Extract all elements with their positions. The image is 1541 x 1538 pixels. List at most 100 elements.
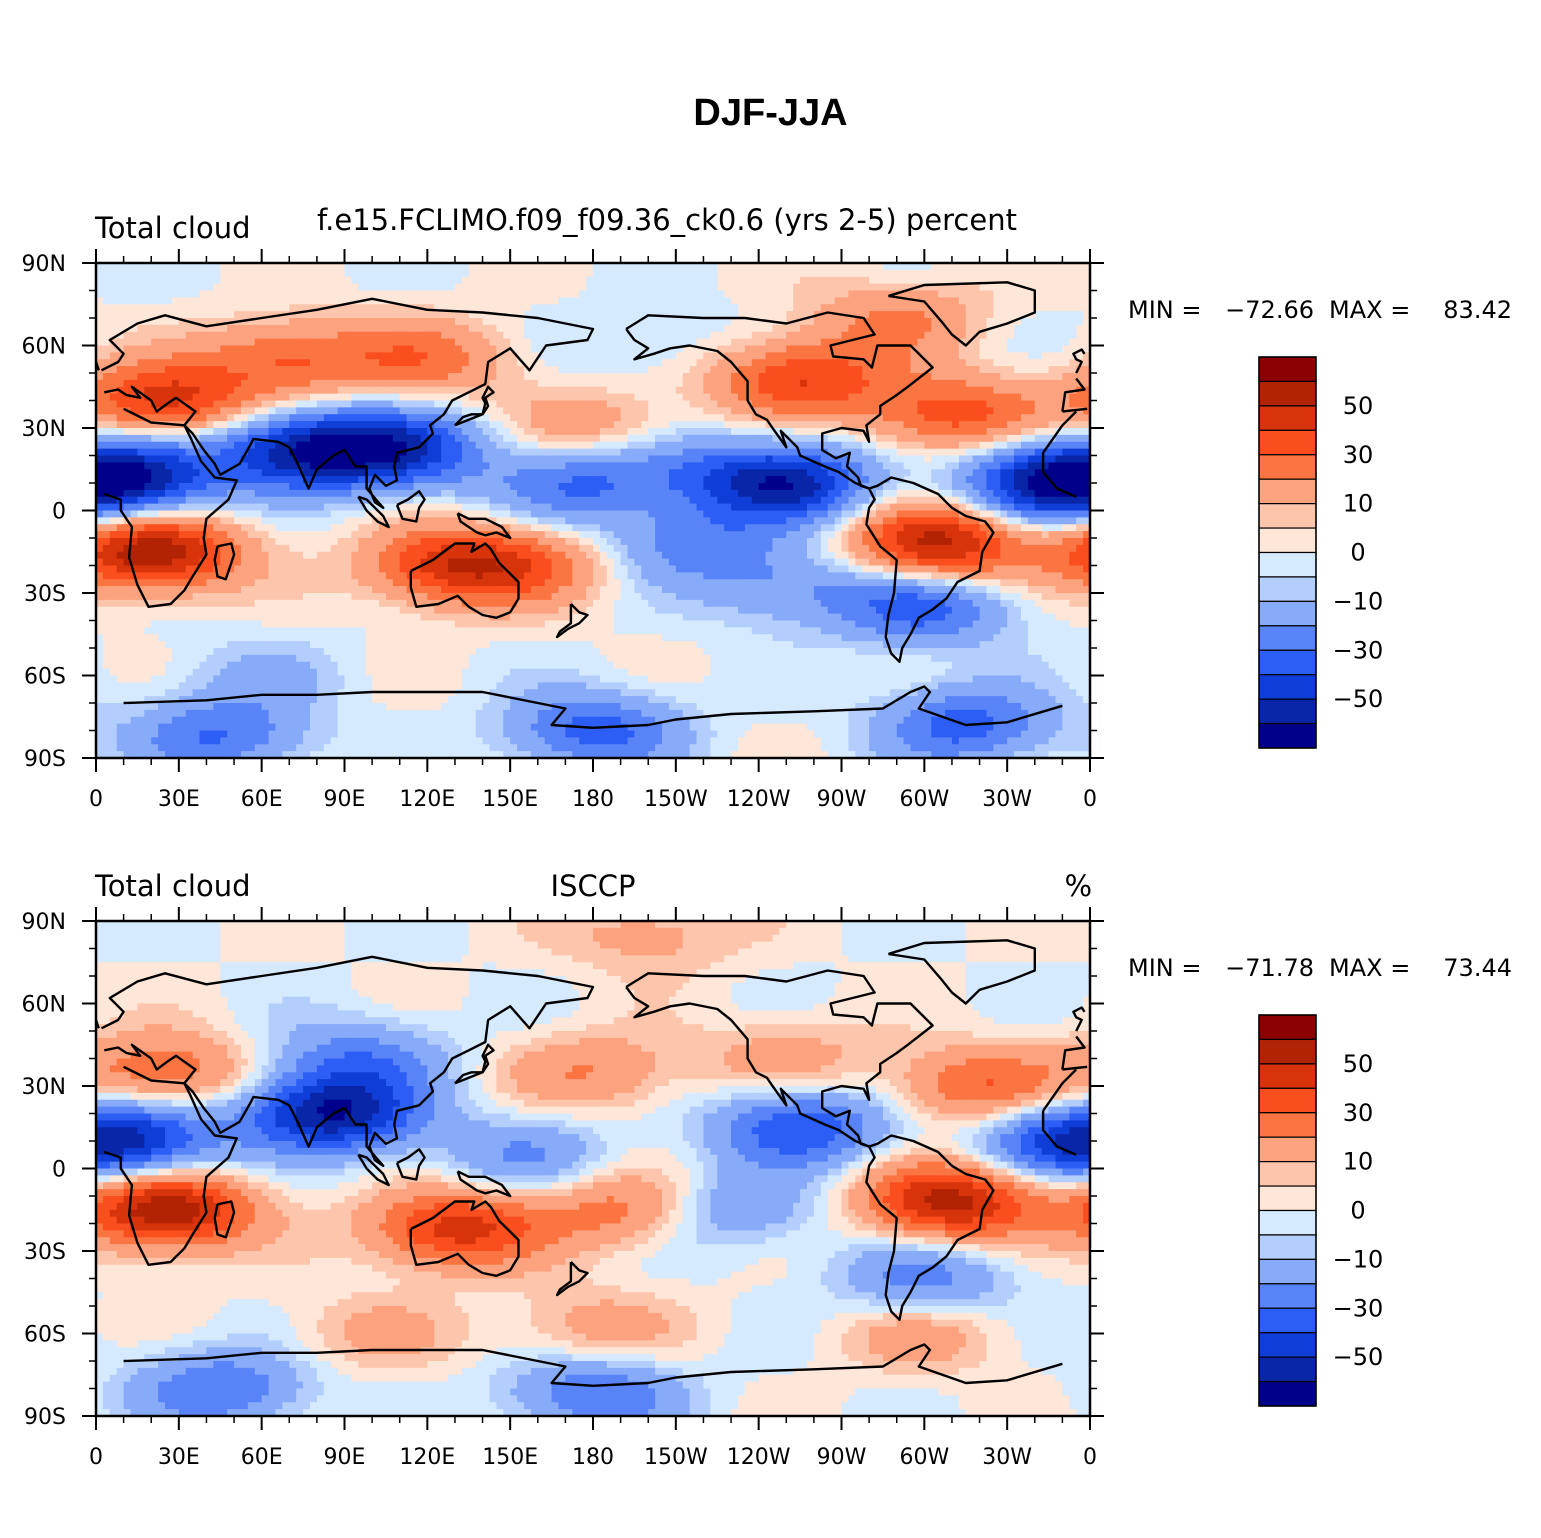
- field-cell: [800, 338, 808, 347]
- field-cell: [696, 297, 705, 305]
- field-cell: [876, 455, 884, 463]
- field-cell: [882, 428, 891, 436]
- field-cell: [309, 290, 318, 298]
- field-cell: [903, 311, 912, 319]
- field-cell: [765, 393, 774, 402]
- field-cell: [234, 428, 242, 436]
- field-cell: [758, 276, 767, 285]
- field-cell: [1034, 352, 1043, 360]
- field-cell: [379, 373, 387, 381]
- field-cell: [613, 338, 622, 347]
- field-cell: [461, 263, 470, 271]
- field-cell: [130, 462, 139, 470]
- field-cell: [1020, 304, 1029, 312]
- field-cell: [848, 386, 856, 395]
- field-cell: [441, 318, 449, 326]
- field-cell: [427, 448, 435, 457]
- field-cell: [448, 393, 456, 402]
- field-cell: [413, 297, 422, 305]
- field-cell: [869, 386, 877, 395]
- field-cell: [330, 434, 339, 443]
- field-cell: [662, 304, 670, 312]
- field-cell: [682, 496, 691, 505]
- field-cell: [523, 400, 532, 408]
- field-cell: [1027, 304, 1036, 312]
- field-cell: [454, 434, 463, 443]
- field-cell: [551, 455, 560, 463]
- field-cell: [503, 407, 511, 415]
- field-cell: [102, 373, 111, 381]
- field-cell: [261, 304, 270, 312]
- field-cell: [586, 462, 594, 470]
- field-cell: [786, 483, 794, 491]
- field-cell: [800, 276, 808, 285]
- field-cell: [1062, 469, 1070, 477]
- field-cell: [316, 276, 325, 285]
- field-cell: [234, 366, 242, 374]
- field-cell: [372, 407, 380, 415]
- field-cell: [130, 476, 139, 484]
- field-cell: [523, 283, 532, 292]
- field-cell: [102, 263, 111, 271]
- field-cell: [751, 290, 760, 298]
- field-cell: [1014, 462, 1022, 470]
- field-cell: [372, 359, 380, 367]
- field-cell: [855, 311, 863, 319]
- field-cell: [434, 311, 442, 319]
- field-cell: [696, 318, 705, 326]
- field-cell: [737, 345, 746, 353]
- field-cell: [717, 448, 725, 457]
- field-cell: [710, 263, 718, 271]
- field-cell: [475, 407, 484, 415]
- field-cell: [441, 400, 449, 408]
- field-cell: [717, 428, 725, 436]
- field-cell: [213, 421, 221, 429]
- field-cell: [820, 276, 829, 285]
- field-cell: [468, 462, 477, 470]
- field-cell: [1055, 483, 1063, 491]
- field-cell: [406, 407, 415, 415]
- field-cell: [1083, 359, 1090, 367]
- field-cell: [261, 448, 270, 457]
- field-cell: [896, 414, 905, 422]
- field-cell: [917, 366, 925, 374]
- field-cell: [109, 324, 118, 333]
- field-cell: [379, 407, 387, 415]
- field-cell: [151, 414, 159, 422]
- field-cell: [965, 318, 974, 326]
- field-cell: [1000, 441, 1008, 450]
- field-cell: [1069, 352, 1077, 360]
- field-cell: [634, 311, 642, 319]
- field-cell: [751, 304, 760, 312]
- field-cell: [537, 318, 546, 326]
- field-cell: [330, 407, 339, 415]
- field-cell: [634, 400, 642, 408]
- field-cell: [572, 359, 580, 367]
- field-cell: [268, 428, 277, 436]
- field-cell: [910, 462, 919, 470]
- field-cell: [731, 359, 739, 367]
- field-cell: [413, 263, 422, 271]
- field-cell: [993, 400, 1001, 408]
- field-cell: [917, 269, 925, 278]
- field-cell: [668, 359, 677, 367]
- field-cell: [206, 448, 214, 457]
- field-cell: [275, 483, 283, 491]
- field-cell: [779, 455, 787, 463]
- field-cell: [1020, 331, 1029, 340]
- field-cell: [1014, 345, 1022, 353]
- field-cell: [413, 359, 422, 367]
- field-cell: [586, 276, 594, 285]
- field-cell: [496, 352, 504, 360]
- field-cell: [751, 283, 760, 292]
- field-cell: [1020, 455, 1029, 463]
- field-cell: [385, 407, 394, 415]
- field-cell: [813, 414, 822, 422]
- field-cell: [282, 483, 290, 491]
- field-cell: [130, 441, 139, 450]
- field-cell: [565, 441, 573, 450]
- field-cell: [399, 311, 408, 319]
- field-cell: [599, 318, 608, 326]
- field-cell: [213, 318, 221, 326]
- field-cell: [938, 441, 946, 450]
